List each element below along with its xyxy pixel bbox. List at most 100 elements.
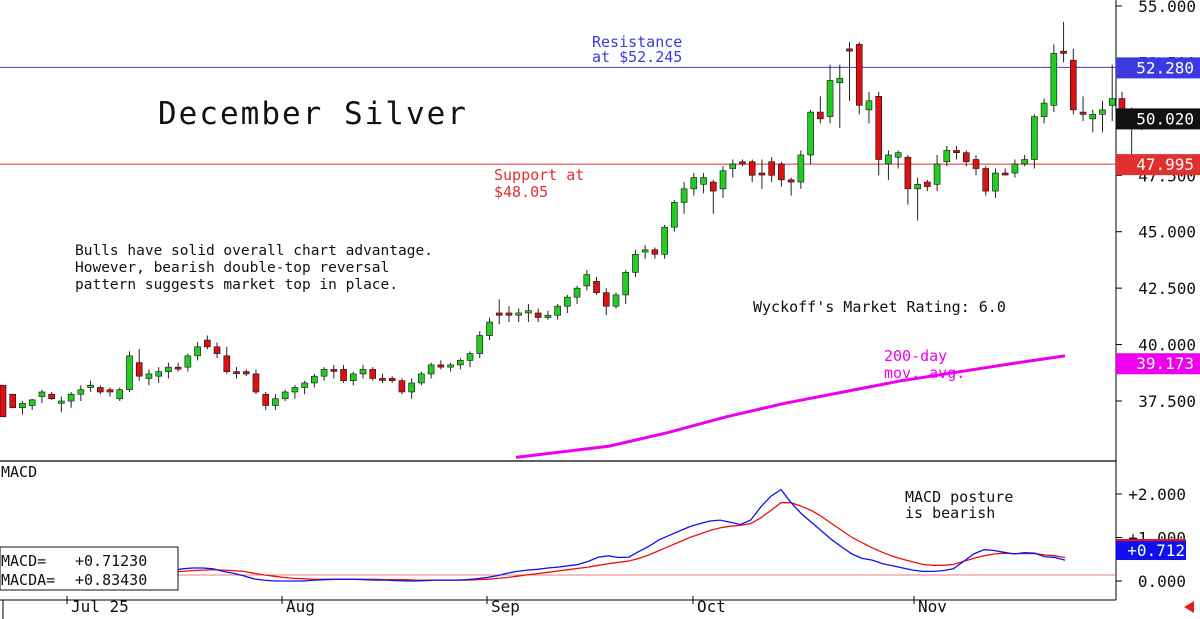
candle-body (281, 391, 289, 400)
candle-body (457, 360, 464, 366)
candle (972, 154, 980, 176)
candle-body (19, 402, 26, 409)
scroll-left-arrow-icon[interactable] (1184, 601, 1194, 613)
candle (77, 385, 85, 401)
candle (505, 306, 513, 322)
candle-body (320, 369, 328, 377)
candle-body (953, 150, 960, 154)
candle (924, 179, 931, 192)
candle (1079, 96, 1087, 122)
candle-body (602, 292, 610, 307)
support-resistance-lines (0, 66, 1116, 165)
price-tick-label: 42.500 (1138, 279, 1196, 298)
candle-body (340, 369, 347, 381)
candle-body (213, 346, 221, 354)
candle-body (291, 387, 299, 393)
candle (272, 394, 279, 411)
candle (204, 335, 211, 350)
candle-body (573, 287, 581, 298)
candle (1031, 114, 1038, 169)
candle-body (622, 272, 630, 296)
candle (768, 157, 775, 183)
ma-badge (1116, 353, 1200, 375)
candle-body (427, 364, 435, 375)
candle-body (525, 310, 532, 314)
candle-body (67, 393, 75, 402)
candle (885, 150, 892, 180)
candle-body (388, 378, 396, 381)
candle (651, 247, 659, 259)
candle (223, 346, 231, 374)
candle-body (233, 371, 240, 374)
macd-tick-label: 0.000 (1138, 572, 1186, 591)
candle-body (632, 253, 639, 273)
candle (311, 373, 318, 388)
candle (320, 367, 328, 381)
candle (953, 145, 960, 160)
candle (1040, 98, 1048, 124)
candle (729, 159, 737, 178)
candle-body (242, 371, 250, 375)
candle-body (943, 150, 951, 163)
candle-body (476, 335, 484, 354)
candle-body (223, 355, 231, 372)
candle (67, 391, 75, 408)
candle-body (97, 387, 104, 393)
candle (349, 371, 357, 386)
candle-body (758, 172, 766, 176)
candle (622, 270, 630, 304)
candle (87, 380, 94, 392)
candle-body (554, 305, 561, 316)
candle (748, 159, 756, 183)
candle (476, 331, 484, 359)
candle-body (1099, 109, 1106, 115)
candle-body (9, 393, 17, 409)
candle (330, 364, 338, 379)
candle (38, 389, 46, 404)
candle (817, 96, 824, 124)
candle-body (787, 179, 795, 183)
candle-body (544, 314, 552, 318)
candle-body (836, 77, 844, 84)
candle-body (1011, 163, 1019, 174)
candle (252, 369, 260, 395)
resistance-badge (1116, 57, 1200, 79)
support-annotation-line1: Support at (494, 166, 584, 184)
candle (447, 362, 454, 372)
candle (1099, 100, 1106, 133)
candle-body (982, 168, 990, 192)
candle (593, 276, 600, 295)
candle-body (885, 154, 892, 165)
candle (1021, 154, 1028, 167)
candle (437, 360, 445, 370)
candle-body (778, 163, 785, 181)
macd-badge (1116, 541, 1186, 561)
macd-readout-value: +0.71230 (75, 552, 147, 570)
candle-body (1108, 98, 1116, 106)
candle-body (992, 172, 999, 192)
candle-body (719, 170, 727, 190)
price-tick-label: 55.000 (1138, 0, 1196, 16)
candle-body (145, 373, 153, 379)
macd-annotation-line2: is bearish (905, 504, 995, 522)
candle (369, 367, 377, 381)
candle (992, 168, 999, 198)
x-tick-label: Aug (286, 597, 315, 616)
candle-body (564, 296, 571, 307)
candle-body (1040, 102, 1048, 117)
candle-body (311, 375, 318, 384)
candle-body (933, 163, 941, 185)
candle (515, 308, 522, 322)
candle (933, 154, 941, 192)
candle (573, 285, 581, 304)
candle (174, 362, 182, 372)
ma-annotation-line1: 200-day (884, 347, 947, 365)
candle-body (904, 156, 912, 190)
candle-body (38, 391, 46, 397)
candle (262, 391, 270, 411)
price-tick-label: 45.000 (1138, 223, 1196, 242)
candle (126, 351, 133, 392)
macd-tick-label: +2.000 (1128, 485, 1186, 504)
candle-body (408, 382, 415, 393)
